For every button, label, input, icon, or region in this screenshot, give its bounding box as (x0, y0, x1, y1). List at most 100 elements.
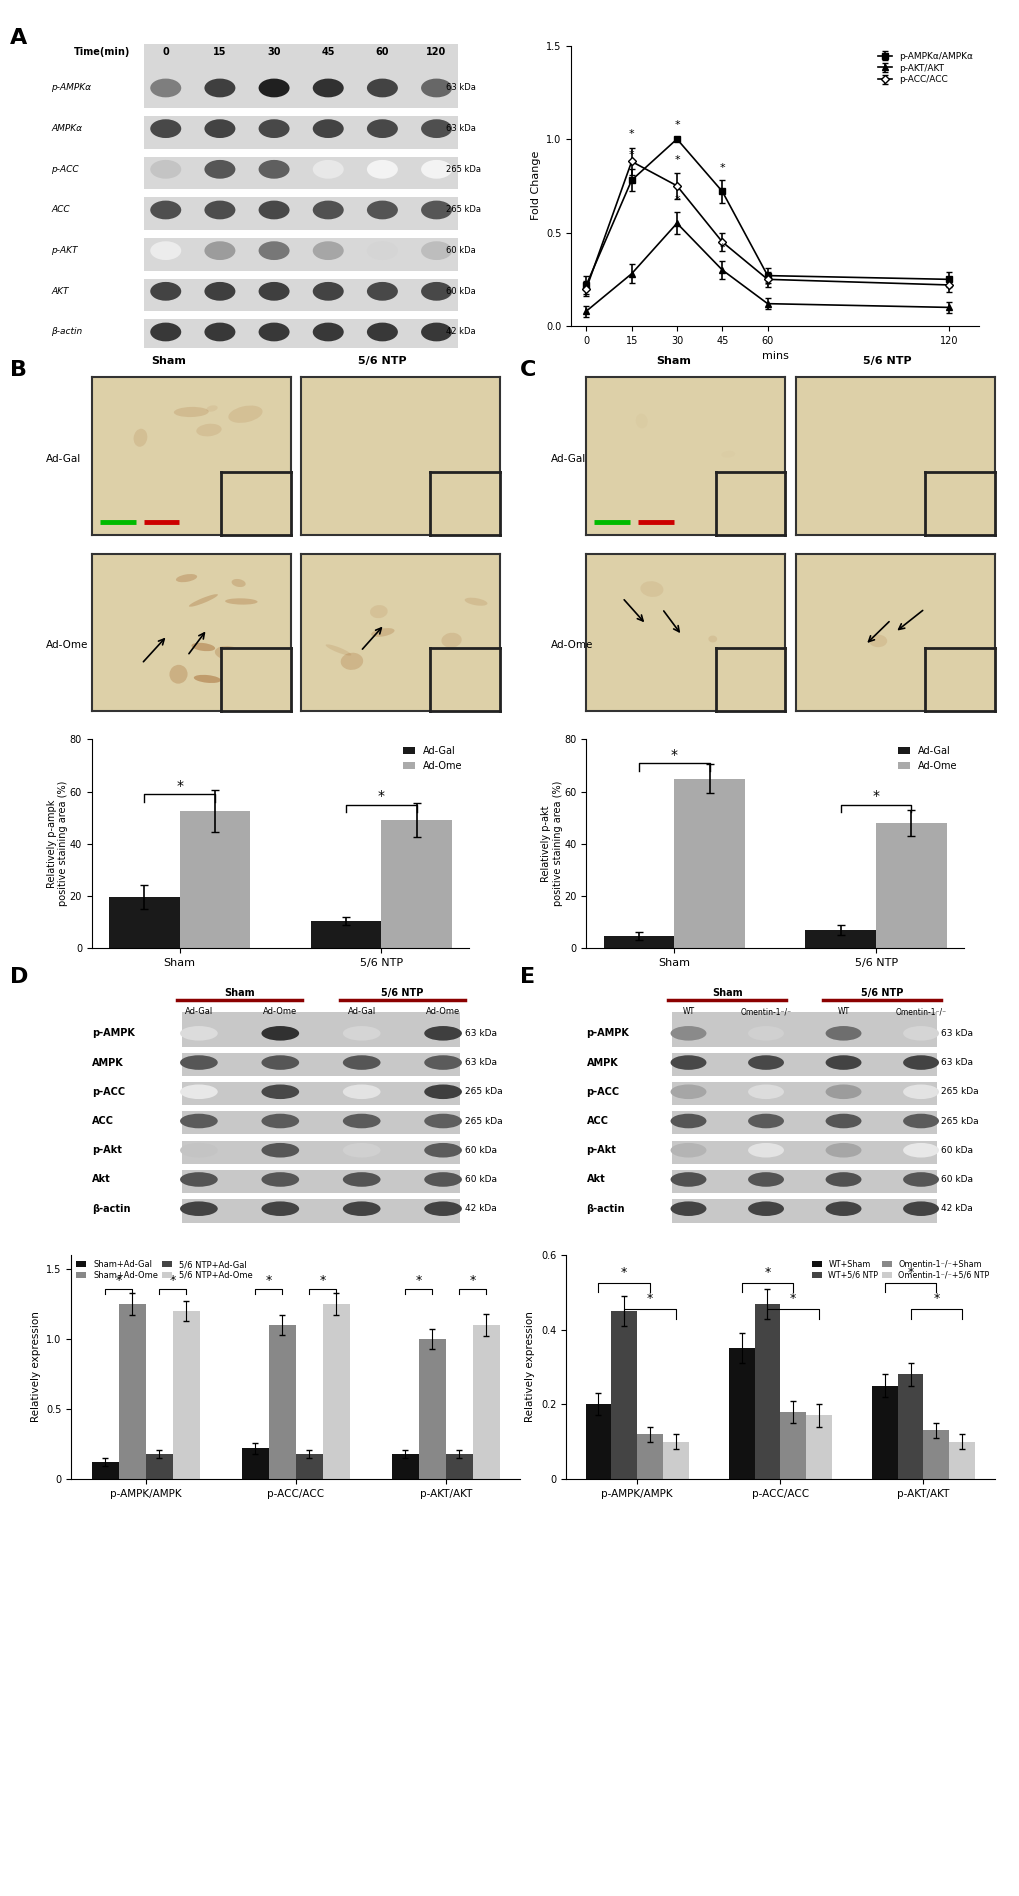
Ellipse shape (204, 241, 235, 260)
Text: Ad-Gal: Ad-Gal (347, 1007, 375, 1016)
Text: A: A (10, 28, 28, 49)
Text: β-actin: β-actin (92, 1204, 130, 1213)
Text: p-AMPK: p-AMPK (92, 1028, 135, 1039)
Bar (144, 229, 458, 239)
Text: 63 kDa: 63 kDa (464, 1030, 496, 1037)
Ellipse shape (465, 597, 487, 605)
Ellipse shape (421, 201, 451, 220)
Text: *: * (907, 1267, 913, 1280)
Legend: Sham+Ad-Gal, Sham+Ad-Ome, 5/6 NTP+Ad-Gal, 5/6 NTP+Ad-Ome: Sham+Ad-Gal, Sham+Ad-Ome, 5/6 NTP+Ad-Gal… (75, 1259, 254, 1280)
Ellipse shape (747, 1056, 784, 1069)
Ellipse shape (180, 1056, 217, 1069)
Text: Akt: Akt (92, 1174, 110, 1185)
Text: Sham: Sham (151, 356, 185, 366)
Y-axis label: Relatively p-akt
positive staining area (%): Relatively p-akt positive staining area … (541, 781, 562, 906)
Bar (146, 1454, 172, 1479)
Ellipse shape (261, 1202, 299, 1215)
Ellipse shape (902, 1172, 938, 1187)
Ellipse shape (936, 665, 959, 673)
Bar (172, 1312, 200, 1479)
Bar (92, 1462, 118, 1479)
Bar (672, 1164, 936, 1170)
Text: p-ACC: p-ACC (92, 1086, 124, 1096)
Ellipse shape (747, 1026, 784, 1041)
Ellipse shape (902, 1056, 938, 1069)
Text: *: * (377, 789, 384, 804)
Text: ACC: ACC (586, 1117, 608, 1126)
Ellipse shape (640, 582, 662, 597)
Text: WT: WT (682, 1007, 694, 1016)
Text: p-AMPK: p-AMPK (586, 1028, 629, 1039)
Text: p-ACC: p-ACC (51, 165, 78, 174)
Ellipse shape (150, 119, 181, 138)
Ellipse shape (367, 322, 397, 341)
Ellipse shape (215, 647, 243, 660)
Bar (269, 1325, 296, 1479)
Text: p-ACC: p-ACC (586, 1086, 619, 1096)
Ellipse shape (424, 1113, 462, 1128)
Text: 5/6 NTP: 5/6 NTP (862, 356, 911, 366)
Ellipse shape (421, 78, 451, 97)
Ellipse shape (669, 1202, 706, 1215)
Ellipse shape (249, 667, 277, 675)
Bar (179, 811, 250, 948)
Bar (672, 1134, 936, 1141)
Ellipse shape (747, 1172, 784, 1187)
Text: 60 kDa: 60 kDa (941, 1145, 972, 1155)
Ellipse shape (259, 201, 289, 220)
Ellipse shape (204, 322, 235, 341)
Ellipse shape (259, 283, 289, 301)
Text: 265 kDa: 265 kDa (464, 1117, 501, 1126)
Text: 265 kDa: 265 kDa (445, 205, 480, 214)
Ellipse shape (206, 406, 217, 411)
X-axis label: mins: mins (761, 351, 788, 362)
Bar (662, 1441, 688, 1479)
Ellipse shape (367, 283, 397, 301)
Bar (805, 929, 875, 948)
Bar (322, 1304, 350, 1479)
Ellipse shape (747, 1113, 784, 1128)
Text: 60 kDa: 60 kDa (445, 286, 475, 296)
Bar (311, 921, 381, 948)
Ellipse shape (421, 283, 451, 301)
Ellipse shape (424, 1085, 462, 1100)
Ellipse shape (173, 408, 209, 417)
Bar (754, 1304, 780, 1479)
Text: D: D (10, 967, 29, 988)
Ellipse shape (342, 1056, 380, 1069)
Bar (181, 1134, 460, 1141)
Legend: p-AMPKα/AMPKα, p-AKT/AKT, p-ACC/ACC: p-AMPKα/AMPKα, p-AKT/AKT, p-ACC/ACC (875, 49, 974, 85)
Text: *: * (646, 1293, 652, 1306)
Bar (672, 1047, 936, 1052)
Ellipse shape (669, 1085, 706, 1100)
Ellipse shape (421, 119, 451, 138)
Ellipse shape (133, 428, 147, 447)
Ellipse shape (367, 241, 397, 260)
Ellipse shape (175, 574, 197, 582)
Bar (144, 271, 458, 279)
Text: β-actin: β-actin (586, 1204, 625, 1213)
Bar (728, 1348, 754, 1479)
Ellipse shape (313, 283, 343, 301)
Text: AMPK: AMPK (92, 1058, 123, 1067)
Bar (949, 1441, 974, 1479)
Y-axis label: Relatively p-ampk
positive staining area (%): Relatively p-ampk positive staining area… (47, 781, 68, 906)
Text: 265 kDa: 265 kDa (941, 1117, 978, 1126)
Ellipse shape (180, 1143, 217, 1158)
Ellipse shape (261, 1172, 299, 1187)
Text: 60 kDa: 60 kDa (464, 1145, 496, 1155)
Ellipse shape (824, 1202, 861, 1215)
Ellipse shape (824, 1143, 861, 1158)
Text: β-actin: β-actin (51, 328, 83, 336)
Ellipse shape (342, 1026, 380, 1041)
Text: E: E (520, 967, 535, 988)
Ellipse shape (150, 201, 181, 220)
Ellipse shape (902, 1085, 938, 1100)
Text: Ad-Gal: Ad-Gal (184, 1007, 213, 1016)
Bar (296, 1454, 322, 1479)
Legend: WT+Sham, WT+5/6 NTP, Omentin-1⁻/⁻+Sham, Omentin-1⁻/⁻+5/6 NTP: WT+Sham, WT+5/6 NTP, Omentin-1⁻/⁻+Sham, … (810, 1259, 989, 1280)
Text: Ad-Gal: Ad-Gal (550, 453, 586, 465)
Ellipse shape (325, 645, 351, 656)
Ellipse shape (180, 1113, 217, 1128)
Text: *: * (674, 155, 679, 165)
